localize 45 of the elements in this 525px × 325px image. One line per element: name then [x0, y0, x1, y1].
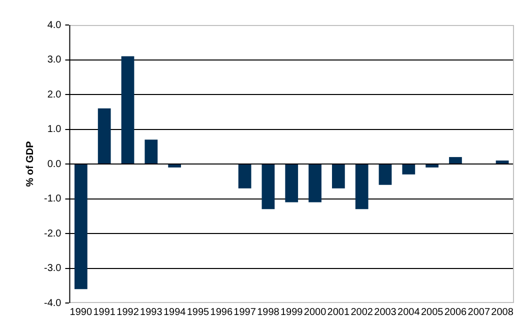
x-tick-label: 2005 [420, 306, 444, 318]
y-tick-label: -2.0 [44, 228, 62, 240]
bar [308, 164, 322, 202]
x-tick-label: 2002 [350, 306, 374, 318]
bar [402, 164, 416, 174]
x-tick-label: 2006 [444, 306, 468, 318]
bar [449, 157, 462, 164]
x-tick-label: 1992 [116, 306, 140, 318]
y-tick-label: -4.0 [44, 298, 62, 309]
bar [426, 164, 439, 168]
x-tick-label: 2004 [398, 306, 420, 318]
x-tick-label: 1990 [70, 306, 92, 318]
x-tick-label: 1991 [93, 306, 116, 318]
bar [168, 164, 182, 168]
x-tick-label: 1993 [140, 306, 163, 318]
bar [355, 164, 368, 210]
x-tick-label: 1995 [186, 306, 210, 318]
bar [378, 164, 392, 185]
bar [496, 160, 509, 164]
y-axis-title: % of GDP [24, 140, 36, 187]
x-tick-label: 2003 [374, 306, 397, 318]
y-tick-label: 1.0 [47, 124, 62, 135]
bar [262, 164, 275, 210]
x-tick-label: 2000 [304, 306, 327, 318]
y-tick-label: 3.0 [47, 54, 62, 66]
x-tick-label: 1997 [234, 306, 256, 318]
bar [144, 140, 158, 164]
bar [74, 164, 88, 290]
y-tick-label: 2.0 [47, 89, 62, 100]
bar [332, 164, 345, 188]
x-tick-label: 2007 [468, 306, 490, 318]
x-tick-label: 1996 [210, 306, 233, 318]
y-tick-label: -1.0 [44, 194, 62, 204]
x-tick-label: 2008 [491, 306, 514, 318]
x-tick-label: 1994 [163, 306, 186, 318]
bar [121, 56, 134, 164]
bar [238, 164, 252, 188]
bar [98, 108, 111, 164]
y-tick-label: -3.0 [44, 263, 62, 274]
bar [285, 164, 298, 202]
y-tick-label: 0.0 [47, 158, 62, 170]
x-tick-label: 2001 [327, 306, 350, 318]
x-tick-label: 1998 [257, 306, 280, 318]
y-tick-label: 4.0 [47, 20, 62, 31]
x-tick-label: 1999 [280, 306, 304, 318]
